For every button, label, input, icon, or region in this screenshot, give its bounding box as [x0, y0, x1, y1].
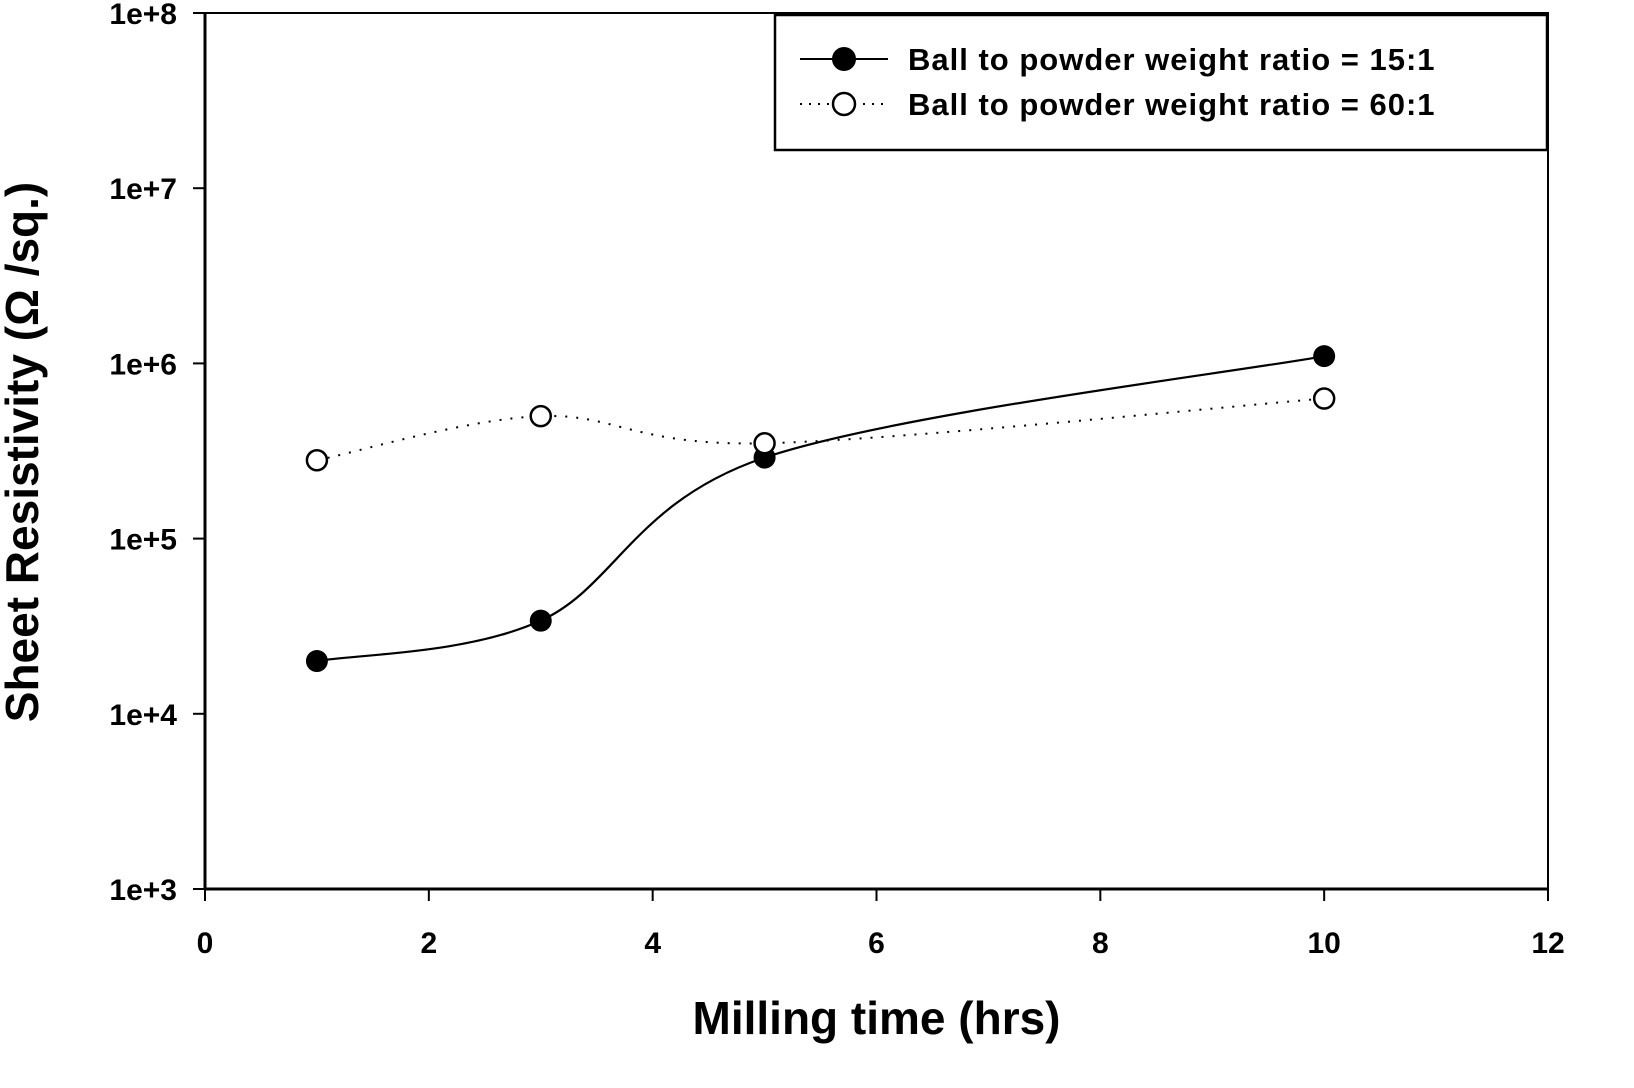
- legend-label: Ball to powder weight ratio = 15:1: [908, 42, 1436, 77]
- data-point: [1313, 345, 1336, 368]
- legend: Ball to powder weight ratio = 15:1 Ball …: [773, 13, 1549, 152]
- legend-box: [773, 13, 1549, 152]
- legend-marker-open-circle: [831, 91, 857, 117]
- x-tick-label: 8: [1092, 927, 1109, 960]
- series-layer: [305, 345, 1336, 673]
- x-tick-label: 4: [644, 927, 661, 960]
- legend-entry-60-1: Ball to powder weight ratio = 60:1: [800, 87, 1436, 122]
- y-tick-label: 1e+7: [109, 173, 177, 206]
- data-point: [529, 404, 552, 428]
- data-point: [753, 432, 776, 455]
- legend-marker-filled-circle: [832, 47, 856, 71]
- x-tick-label: 2: [420, 927, 437, 960]
- legend-label: Ball to powder weight ratio = 60:1: [908, 87, 1436, 122]
- data-point: [305, 449, 329, 472]
- data-point: [1312, 387, 1336, 410]
- y-tick-label: 1e+8: [109, 0, 177, 31]
- data-point: [305, 650, 328, 673]
- series-line-15-1: [316, 355, 1325, 663]
- y-tick-label: 1e+3: [109, 874, 177, 907]
- x-tick-label: 6: [868, 927, 885, 960]
- x-tick-label: 12: [1531, 927, 1564, 960]
- series-line-60-1: [316, 397, 1325, 462]
- y-axis-title: Sheet Resistivity (Ω /sq.): [0, 182, 48, 722]
- y-tick-label: 1e+4: [109, 699, 177, 732]
- x-tick-label: 10: [1307, 927, 1340, 960]
- legend-entry-15-1: Ball to powder weight ratio = 15:1: [800, 42, 1436, 77]
- x-tick-label: 0: [197, 927, 214, 960]
- y-tick-label: 1e+6: [109, 348, 177, 381]
- data-point: [529, 609, 552, 632]
- y-tick-label: 1e+5: [109, 524, 177, 557]
- y-axis-ticks: 1e+3 1e+4 1e+5 1e+6 1e+7 1e+8: [109, 0, 205, 907]
- x-axis-ticks: 0 2 4 6 8 10 12: [197, 889, 1565, 960]
- x-axis-title: Milling time (hrs): [693, 992, 1061, 1044]
